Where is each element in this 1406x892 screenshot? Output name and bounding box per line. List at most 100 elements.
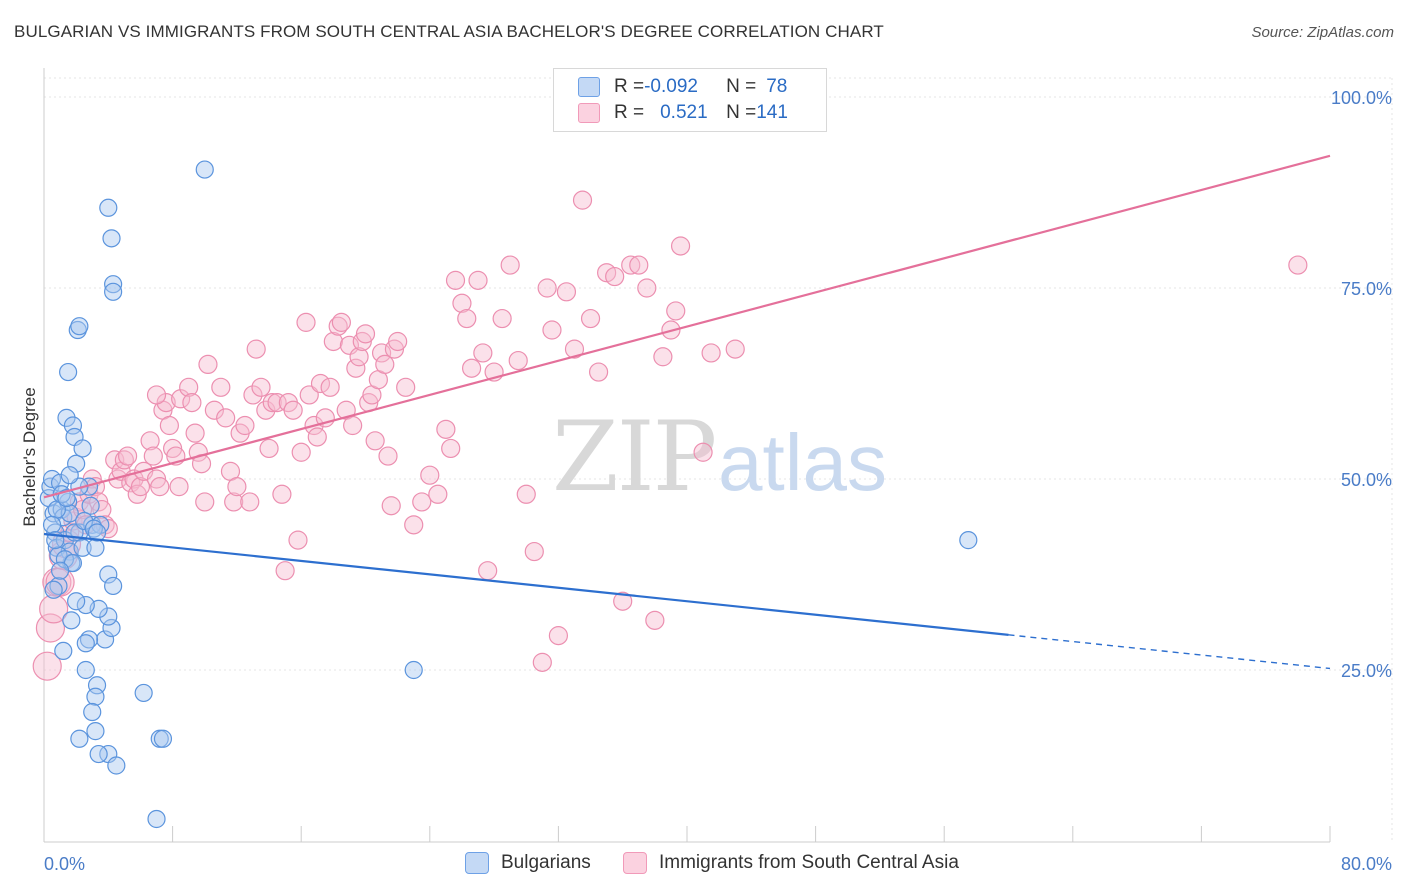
legend-r-label: R =: [614, 76, 645, 97]
legend-row-bulgarians: R = -0.092 N = 78: [578, 74, 787, 100]
immigrants-point: [262, 393, 282, 413]
bulgarians-point: [104, 282, 123, 301]
immigrants-point: [185, 423, 205, 443]
immigrants-point: [256, 400, 276, 420]
immigrants-point: [500, 255, 520, 275]
legend-swatch-bulgarians: [465, 852, 489, 874]
immigrants-point: [105, 450, 125, 470]
bulgarians-point: [54, 641, 73, 661]
immigrants-point: [204, 400, 224, 420]
correlation-legend: R = -0.092 N = 78 R = 0.521 N = 141: [553, 68, 827, 132]
immigrants-point: [637, 278, 657, 298]
bulgarians-point: [99, 565, 118, 584]
bulgarians-point: [134, 683, 153, 703]
immigrants-point: [492, 308, 512, 329]
immigrants-point: [182, 393, 202, 413]
legend-item-immigrants[interactable]: Immigrants from South Central Asia: [623, 852, 959, 874]
legend-item-bulgarians[interactable]: Bulgarians: [465, 852, 591, 874]
legend-r-label: R =: [614, 102, 645, 123]
immigrants-point: [140, 431, 160, 451]
immigrants-point: [246, 339, 266, 359]
bulgarians-point: [57, 489, 76, 508]
immigrants-point: [143, 446, 163, 466]
immigrants-point: [310, 373, 331, 394]
grid-layer: [44, 77, 1393, 842]
bulgarians-point: [104, 275, 123, 294]
tick-labels: 25.0% 50.0% 75.0% 100.0% 0.0% 80.0%: [44, 88, 1392, 874]
immigrants-point: [288, 530, 308, 550]
immigrants-point: [670, 236, 691, 256]
immigrants-point: [92, 499, 112, 520]
legend-swatch-immigrants: [623, 852, 647, 874]
legend-n-value: 78: [766, 76, 788, 97]
immigrants-point: [508, 350, 528, 371]
immigrants-point: [548, 626, 569, 646]
immigrants-point: [436, 419, 456, 439]
immigrants-point: [240, 492, 260, 512]
bulgarians-point: [83, 702, 102, 722]
legend-n-label: N =: [726, 76, 757, 97]
y-tick-label: 25.0%: [1341, 661, 1392, 681]
immigrants-point: [283, 400, 303, 420]
immigrants-point: [388, 331, 408, 352]
immigrants-point: [320, 377, 340, 397]
bulgarians-point: [63, 416, 83, 435]
immigrants-point: [365, 431, 385, 451]
immigrants-point: [159, 415, 179, 436]
bulgarians-point: [959, 531, 978, 550]
bulgarians-point: [95, 630, 115, 649]
immigrants-point: [532, 652, 552, 672]
x-tick-label: 0.0%: [44, 854, 85, 874]
immigrants-point: [346, 358, 366, 378]
immigrants-point: [473, 343, 493, 363]
legend-label-bulgarians: Bulgarians: [501, 852, 591, 873]
immigrants-point: [572, 190, 593, 210]
bulgarians-point: [89, 744, 108, 764]
immigrants-point: [243, 385, 263, 405]
bulgarians-point: [60, 466, 79, 485]
immigrants-point: [32, 651, 62, 681]
trend-lines: [43, 154, 1331, 670]
immigrants-point: [150, 477, 170, 497]
y-tick-label: 50.0%: [1341, 470, 1392, 490]
bulgarians-point: [147, 809, 166, 829]
immigrants-point: [296, 312, 316, 332]
immigrants-point: [378, 446, 398, 466]
immigrants-point: [396, 377, 416, 397]
bulgarians-point: [99, 607, 118, 626]
immigrants-point: [179, 377, 199, 397]
immigrants-point: [452, 293, 472, 313]
bulgarians-point: [42, 515, 62, 534]
bulgarians-point: [104, 576, 123, 596]
immigrants-point: [130, 477, 151, 497]
chart-title: BULGARIAN VS IMMIGRANTS FROM SOUTH CENTR…: [14, 22, 884, 41]
chart-source: Source: ZipAtlas.com: [1251, 24, 1394, 41]
bulgarians-point: [404, 660, 423, 680]
immigrants-point: [478, 561, 498, 581]
immigrants-point: [371, 343, 392, 363]
immigrants-point: [428, 484, 448, 504]
immigrants-point: [375, 354, 395, 374]
immigrants-point: [653, 347, 673, 367]
immigrants-point: [441, 438, 461, 459]
bulgarians-point: [59, 362, 78, 382]
immigrants-point: [524, 541, 544, 562]
x-tick-label: 80.0%: [1341, 854, 1392, 874]
bulgarians-point: [102, 229, 121, 248]
bulgarians-point: [86, 722, 105, 741]
legend-swatch-blue: [578, 77, 600, 97]
immigrants-point: [537, 278, 557, 298]
bulgarians-point: [73, 439, 92, 458]
bulgarians-point: [107, 756, 126, 775]
immigrants-point: [251, 377, 271, 397]
immigrants-point: [169, 477, 189, 497]
immigrants-point: [117, 446, 138, 466]
legend-row-immigrants: R = 0.521 N = 141: [578, 100, 788, 126]
immigrants-point: [556, 282, 577, 302]
immigrants-point: [224, 492, 244, 512]
bulgarians-point: [86, 687, 105, 706]
bulgarians-point: [153, 729, 173, 748]
bulgarians-point: [50, 561, 70, 580]
immigrants-point: [621, 255, 641, 275]
